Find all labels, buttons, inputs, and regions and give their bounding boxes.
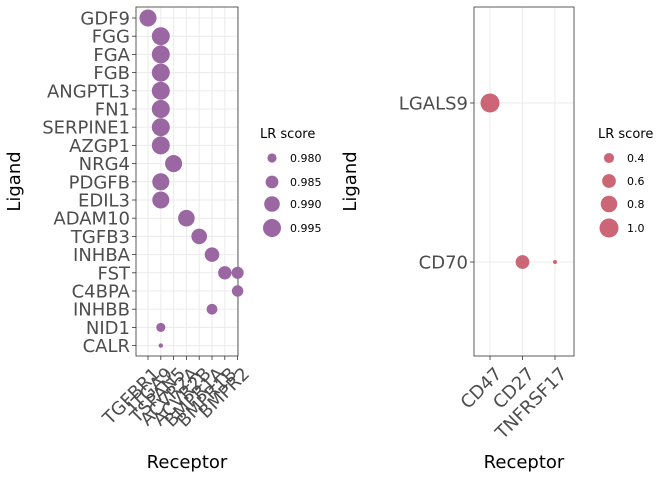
point-nid1-itga9 (156, 322, 166, 332)
legend-label-2: 0.990 (290, 198, 322, 211)
y-tick-label-edil3: EDIL3 (78, 191, 130, 212)
point-azgp1-itga9 (151, 136, 170, 155)
legend-key-3 (263, 219, 281, 237)
y-axis-ticks: GDF9FGGFGAFGBANGPTL3FN1SERPINE1AZGP1NRG4… (42, 9, 136, 357)
y-axis-ticks: LGALS9 CD70 (399, 94, 474, 274)
legend-label-2: 0.8 (627, 198, 645, 211)
legend-label-0: 0.4 (627, 152, 645, 165)
y-tick-label-lgals9: LGALS9 (399, 94, 468, 115)
y-tick-label-angptl3: ANGPTL3 (47, 81, 130, 102)
y-tick-label-fga: FGA (93, 45, 130, 66)
point-serpine1-itga9 (151, 118, 170, 137)
x-axis-ticks: TGFBR1ITGA9TSPAN5ACVR2AACVR2BBMPR1ABMPR1… (98, 356, 254, 432)
y-tick-label-nrg4: NRG4 (79, 154, 130, 175)
legend-title: LR score (260, 127, 315, 142)
legend-title: LR score (598, 127, 653, 142)
y-tick-label-c4bpa: C4BPA (72, 282, 131, 303)
data-points (480, 93, 557, 269)
y-tick-label-calr: CALR (83, 336, 130, 357)
legend-label-1: 0.6 (627, 175, 645, 188)
data-points (139, 9, 244, 348)
point-c4bpa-bmpr2 (231, 285, 244, 297)
y-tick-label-gdf9: GDF9 (80, 9, 130, 30)
point-inhba-bmpr1a (204, 247, 220, 262)
legend: LR score 0.4 0.6 0.8 1.0 (598, 127, 653, 238)
point-fst-bmpr2 (231, 266, 244, 279)
point-adam10-acvr2a (178, 209, 195, 227)
point-lgals9-cd47 (480, 93, 500, 113)
legend-key-1 (602, 174, 616, 188)
point-gdf9-tgfbr1 (139, 9, 157, 27)
legend-key-2 (264, 196, 280, 212)
point-calr-itga9 (158, 343, 163, 348)
y-tick-label-fgb: FGB (93, 63, 130, 84)
legend-key-3 (599, 218, 619, 238)
y-axis-title: Ligand (340, 151, 361, 211)
point-angptl3-itga9 (151, 81, 170, 100)
y-tick-label-inhbb: INHBB (73, 300, 130, 321)
point-pdgfb-itga9 (152, 173, 170, 191)
y-tick-label-pdgfb: PDGFB (69, 172, 130, 193)
point-fgb-itga9 (151, 63, 170, 82)
point-fgg-itga9 (151, 27, 170, 46)
y-axis-title: Ligand (4, 151, 25, 211)
chart-panel-1: GDF9FGGFGAFGBANGPTL3FN1SERPINE1AZGP1NRG4… (4, 6, 322, 473)
legend-label-0: 0.980 (290, 152, 322, 165)
plot-background (474, 7, 574, 356)
y-tick-label-serpine1: SERPINE1 (42, 118, 130, 139)
point-fga-itga9 (151, 45, 170, 64)
legend-label-3: 0.995 (290, 222, 322, 235)
legend: LR score 0.980 0.985 0.990 0.995 (260, 127, 322, 237)
y-tick-label-fn1: FN1 (95, 100, 130, 121)
legend-key-1 (265, 175, 279, 189)
y-tick-label-fgg: FGG (92, 27, 130, 48)
point-nrg4-tspan5 (165, 155, 183, 173)
legend-label-1: 0.985 (290, 176, 322, 189)
plot-border (473, 6, 575, 357)
x-axis-title: Receptor (147, 452, 228, 473)
legend-label-3: 1.0 (627, 222, 645, 235)
x-axis-title: Receptor (484, 452, 565, 473)
point-inhbb-bmpr1a (206, 303, 218, 315)
point-tgfb3-acvr2b (191, 228, 208, 245)
point-fst-bmpr1b (218, 266, 232, 280)
point-cd70-tnfrsf17 (553, 260, 557, 264)
point-edil3-itga9 (152, 191, 170, 209)
y-tick-label-nid1: NID1 (86, 318, 130, 339)
legend-key-0 (603, 152, 615, 164)
point-cd70-cd27 (515, 255, 530, 269)
y-tick-label-azgp1: AZGP1 (69, 136, 130, 157)
legend-key-0 (267, 153, 277, 163)
point-fn1-itga9 (151, 100, 170, 118)
legend-key-2 (600, 195, 618, 213)
y-tick-label-fst: FST (98, 263, 131, 284)
y-tick-label-cd70: CD70 (419, 253, 468, 274)
y-tick-label-adam10: ADAM10 (53, 209, 130, 230)
y-tick-label-tgfb3: TGFB3 (70, 227, 130, 248)
y-tick-label-inhba: INHBA (73, 245, 131, 266)
